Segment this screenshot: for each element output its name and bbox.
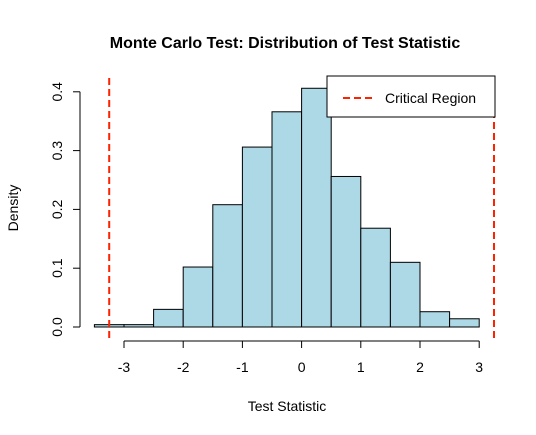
legend-label-critical-region: Critical Region — [385, 90, 476, 106]
y-tick-label: 0.3 — [49, 141, 65, 161]
x-axis-title: Test Statistic — [248, 398, 327, 414]
histogram-bar — [123, 324, 155, 328]
y-tick-label: 0.4 — [49, 82, 65, 102]
histogram-bar — [212, 204, 243, 328]
histogram-bar — [182, 266, 214, 328]
histogram-bar — [271, 111, 303, 328]
x-tick-label: -1 — [236, 359, 249, 375]
histogram-bar — [449, 318, 480, 328]
legend: Critical Region — [326, 75, 496, 118]
y-axis-title: Density — [5, 185, 21, 232]
y-tick-label: 0.1 — [49, 258, 65, 278]
y-tick-label: 0.2 — [49, 199, 65, 219]
legend-box — [326, 75, 496, 118]
histogram-bar — [301, 87, 332, 328]
histogram-bar — [241, 146, 273, 328]
histogram-bar — [419, 311, 451, 328]
y-tick-label: 0.0 — [49, 317, 65, 337]
x-tick-label: -3 — [118, 359, 131, 375]
x-tick-label: 1 — [357, 359, 365, 375]
x-tick-label: 0 — [298, 359, 306, 375]
histogram-bars — [93, 87, 480, 328]
y-axis: 0.0 0.1 0.2 0.3 0.4 — [49, 82, 81, 337]
histogram-bar — [360, 227, 391, 328]
histogram-bar — [153, 308, 184, 328]
chart-title: Monte Carlo Test: Distribution of Test S… — [110, 35, 461, 52]
x-tick-label: 3 — [475, 359, 483, 375]
x-tick-label: -2 — [177, 359, 190, 375]
histogram-bar — [330, 175, 362, 328]
x-tick-label: 2 — [416, 359, 424, 375]
x-axis: -3 -2 -1 0 1 2 3 — [118, 340, 483, 375]
histogram-bar — [389, 261, 421, 328]
